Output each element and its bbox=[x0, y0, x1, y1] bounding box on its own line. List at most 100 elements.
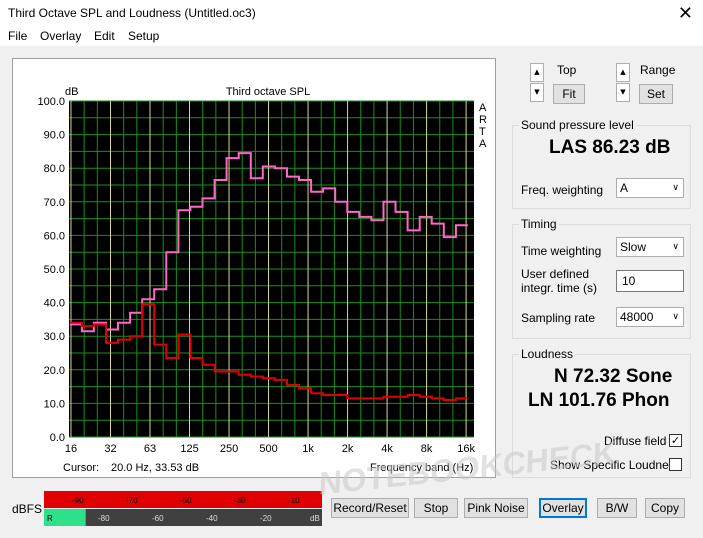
copy-button[interactable]: Copy bbox=[645, 498, 685, 518]
meter-tick-top-70: -70 bbox=[126, 496, 138, 505]
y-tick-label: 20.0 bbox=[44, 365, 65, 377]
chevron-down-icon: ∨ bbox=[672, 312, 679, 322]
meter-tick-top-10: -10 bbox=[288, 496, 300, 505]
chevron-down-icon: ∨ bbox=[672, 242, 679, 252]
menu-overlay[interactable]: Overlay bbox=[40, 29, 82, 43]
x-axis-label: Frequency band (Hz) bbox=[370, 462, 473, 474]
meter-tick-r: R bbox=[47, 514, 53, 523]
freq-weighting-value: A bbox=[620, 181, 629, 195]
meter-tick-bottom-40: -40 bbox=[206, 514, 218, 523]
integr-label-1: User defined bbox=[521, 267, 590, 281]
level-meter: -90 -70 -50 -30 -10 R -80 -60 -40 -20 dB bbox=[44, 491, 322, 526]
meter-tick-top-30: -30 bbox=[234, 496, 246, 505]
loudness-phon-value: LN 101.76 Phon bbox=[528, 390, 670, 411]
series-line-pink bbox=[69, 152, 468, 333]
side-label: A R T A bbox=[479, 102, 487, 150]
sampling-rate-label: Sampling rate bbox=[521, 311, 596, 325]
y-tick-label: 60.0 bbox=[44, 230, 65, 242]
spl-group: Sound pressure level bbox=[512, 118, 691, 209]
y-tick-label: 40.0 bbox=[44, 298, 65, 310]
menu-edit[interactable]: Edit bbox=[94, 29, 115, 43]
integr-label-2: integr. time (s) bbox=[521, 281, 598, 295]
sampling-rate-select[interactable]: 48000 ∨ bbox=[616, 307, 684, 327]
side-label-t: T bbox=[479, 126, 486, 138]
meter-top-bar bbox=[44, 491, 322, 508]
chevron-down-icon: ∨ bbox=[672, 183, 679, 193]
timing-group: Timing bbox=[512, 217, 691, 339]
grid-lines bbox=[69, 100, 474, 438]
meter-tick-bottom-60: -60 bbox=[152, 514, 164, 523]
range-down-button[interactable]: ▼ bbox=[616, 83, 630, 102]
y-tick-label: 10.0 bbox=[44, 398, 65, 410]
specific-loudness-checkbox[interactable] bbox=[669, 458, 682, 471]
diffuse-field-label: Diffuse field bbox=[604, 434, 667, 448]
x-tick-label: 63 bbox=[144, 443, 156, 455]
side-label-r: R bbox=[479, 114, 487, 126]
side-label-a2: A bbox=[479, 138, 487, 150]
meter-level-fill bbox=[44, 509, 86, 526]
y-tick-label: 100.0 bbox=[37, 96, 65, 108]
bw-button[interactable]: B/W bbox=[597, 498, 637, 518]
stop-button[interactable]: Stop bbox=[414, 498, 458, 518]
x-tick-label: 1k bbox=[302, 443, 314, 455]
x-tick-label: 125 bbox=[180, 443, 198, 455]
overlay-button[interactable]: Overlay bbox=[539, 498, 587, 518]
y-tick-label: 90.0 bbox=[44, 130, 65, 142]
time-weighting-value: Slow bbox=[620, 240, 647, 254]
meter-tick-db: dB bbox=[310, 514, 320, 523]
meter-bottom-track bbox=[44, 509, 322, 526]
close-icon[interactable]: ✕ bbox=[677, 3, 693, 24]
meter-tick-bottom-20: -20 bbox=[260, 514, 272, 523]
side-label-a1: A bbox=[479, 102, 487, 114]
spl-value: LAS 86.23 dB bbox=[549, 137, 671, 158]
y-unit-label: dB bbox=[65, 86, 78, 98]
top-down-button[interactable]: ▼ bbox=[530, 83, 544, 102]
time-weighting-select[interactable]: Slow ∨ bbox=[616, 237, 684, 257]
meter-tick-bottom-80: -80 bbox=[98, 514, 110, 523]
time-weighting-label: Time weighting bbox=[521, 244, 602, 258]
menu-file[interactable]: File bbox=[8, 29, 28, 43]
fit-button[interactable]: Fit bbox=[553, 84, 585, 104]
sampling-rate-value: 48000 bbox=[620, 310, 654, 324]
x-tick-label: 250 bbox=[220, 443, 238, 455]
spl-chart[interactable]: dB Third octave SPL 100.0 90.0 80.0 70.0 60.… bbox=[13, 59, 495, 477]
specific-loudness-label: Show Specific Loudness bbox=[550, 458, 681, 472]
window-title: Third Octave SPL and Loudness (Untitled.… bbox=[8, 6, 256, 20]
y-tick-label: 70.0 bbox=[44, 197, 65, 209]
range-label: Range bbox=[640, 63, 676, 77]
series-line-red bbox=[69, 303, 468, 401]
pink-noise-button[interactable]: Pink Noise bbox=[464, 498, 528, 518]
loudness-sone-value: N 72.32 Sone bbox=[554, 366, 673, 387]
series-lines bbox=[69, 152, 468, 401]
set-button[interactable]: Set bbox=[639, 84, 673, 104]
integr-time-input[interactable]: 10 bbox=[616, 270, 684, 292]
x-tick-label: 8k bbox=[421, 443, 433, 455]
top-up-button[interactable]: ▲ bbox=[530, 63, 544, 82]
menu-setup[interactable]: Setup bbox=[128, 29, 160, 43]
cursor-label: Cursor: bbox=[63, 462, 99, 474]
x-tick-label: 2k bbox=[342, 443, 354, 455]
x-tick-label: 16 bbox=[65, 443, 77, 455]
freq-weighting-select[interactable]: A ∨ bbox=[616, 178, 684, 198]
y-tick-label: 80.0 bbox=[44, 163, 65, 175]
x-tick-labels: 16 32 63 125 250 500 1k 2k 4k 8k 16k bbox=[65, 443, 476, 455]
diffuse-field-checkbox[interactable]: ✓ bbox=[669, 434, 682, 447]
range-up-button[interactable]: ▲ bbox=[616, 63, 630, 82]
freq-weighting-label: Freq. weighting bbox=[521, 183, 604, 197]
x-tick-label: 4k bbox=[381, 443, 393, 455]
title-bar: Third Octave SPL and Loudness (Untitled.… bbox=[0, 0, 703, 28]
chart-frame: dB Third octave SPL 100.0 90.0 80.0 70.0 60.… bbox=[12, 58, 496, 478]
y-tick-labels: 100.0 90.0 80.0 70.0 60.0 50.0 40.0 30.0 20.0 10.… bbox=[37, 96, 65, 444]
chart-title: Third octave SPL bbox=[226, 86, 310, 98]
y-tick-label: 30.0 bbox=[44, 331, 65, 343]
meter-tick-top-90: -90 bbox=[72, 496, 84, 505]
x-tick-label: 32 bbox=[104, 443, 116, 455]
x-tick-label: 500 bbox=[259, 443, 277, 455]
record-reset-button[interactable]: Record/Reset bbox=[331, 498, 409, 518]
meter-tick-top-50: -50 bbox=[180, 496, 192, 505]
top-label: Top bbox=[557, 63, 577, 77]
meter-label: dBFS bbox=[12, 502, 43, 516]
spl-group-title: Sound pressure level bbox=[519, 118, 636, 132]
loudness-group: Loudness bbox=[512, 347, 691, 478]
loudness-group-title: Loudness bbox=[519, 347, 576, 361]
